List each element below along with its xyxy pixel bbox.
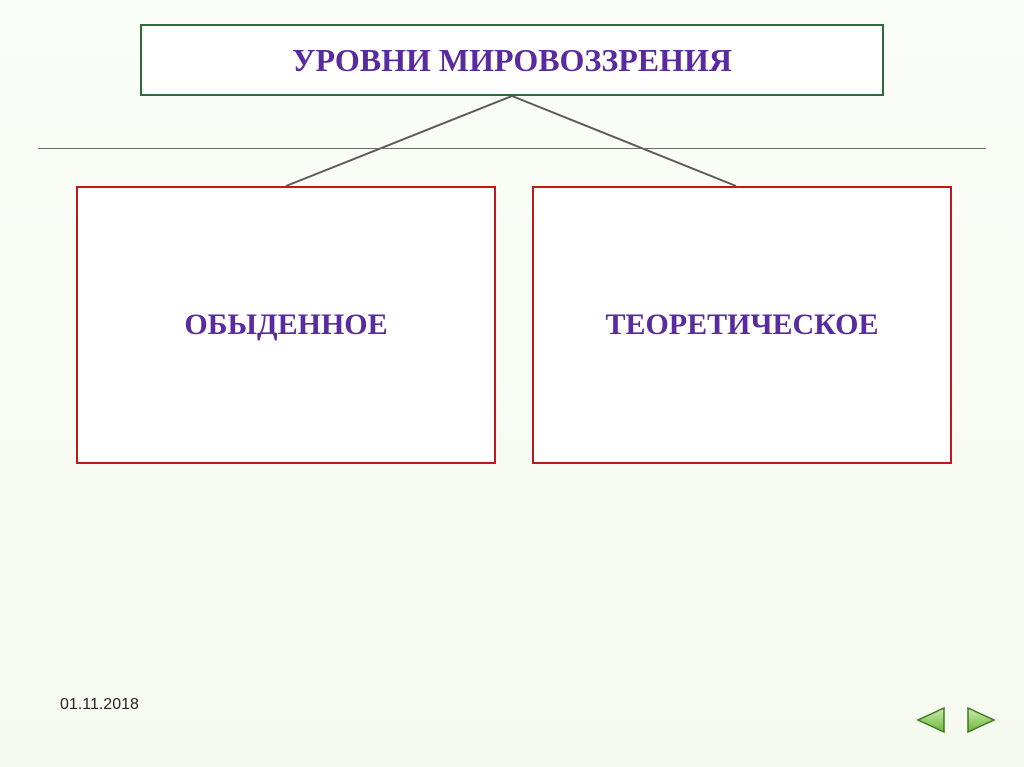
child-left-text: ОБЫДЕННОЕ — [184, 308, 387, 342]
child-right-text: ТЕОРЕТИЧЕСКОЕ — [605, 308, 878, 342]
divider-line — [38, 148, 986, 149]
next-button[interactable] — [960, 700, 1000, 740]
footer-date: 01.11.2018 — [60, 696, 139, 714]
child-box-left: ОБЫДЕННОЕ — [76, 186, 496, 464]
child-box-right: ТЕОРЕТИЧЕСКОЕ — [532, 186, 952, 464]
arrow-right-icon — [960, 700, 1000, 740]
slide: УРОВНИ МИРОВОЗЗРЕНИЯ ОБЫДЕННОЕ ТЕОРЕТИЧЕ… — [0, 0, 1024, 767]
prev-button[interactable] — [912, 700, 952, 740]
arrow-left-icon — [912, 700, 952, 740]
